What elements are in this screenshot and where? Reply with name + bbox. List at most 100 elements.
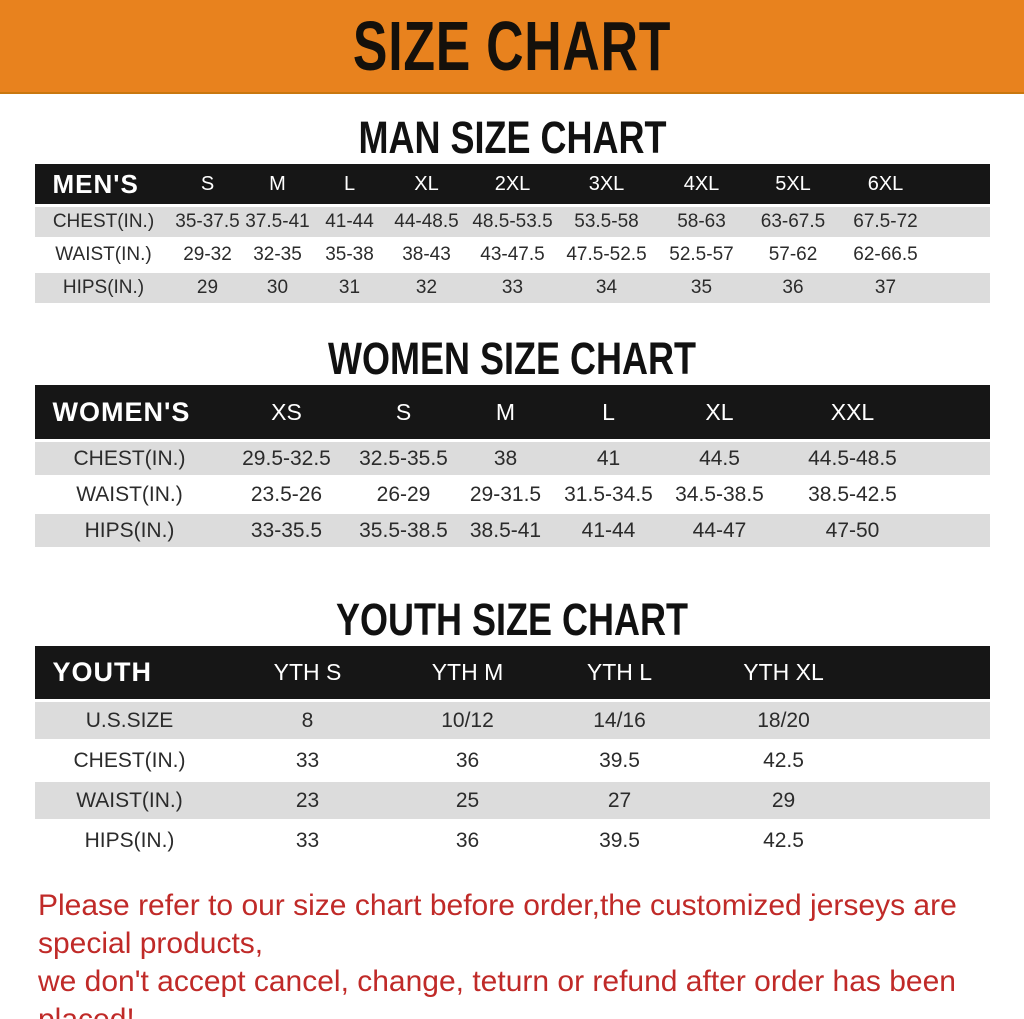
- measurement-label: WAIST(IN.): [34, 478, 225, 511]
- size-value: 63-67.5: [748, 207, 838, 237]
- size-value: 23: [224, 782, 391, 819]
- measurement-row: U.S.SIZE 8 10/12 14/16 18/20: [34, 702, 990, 739]
- size-column-header: M: [242, 164, 313, 204]
- size-value: 39.5: [544, 822, 695, 859]
- youth-section-title: YOUTH SIZE CHART: [0, 597, 1024, 643]
- size-value: 33: [224, 742, 391, 779]
- men-section-title: MAN SIZE CHART: [0, 115, 1024, 161]
- size-value: 35-38: [312, 240, 387, 270]
- size-value: 33: [224, 822, 391, 859]
- measurement-row: CHEST(IN.) 35-37.5 37.5-41 41-44 44-48.5 48.5…: [34, 207, 990, 237]
- size-value: 32: [386, 273, 467, 303]
- size-value: 25: [390, 782, 545, 819]
- row-filler: [933, 207, 990, 237]
- size-value: 33: [466, 273, 559, 303]
- size-value: 35: [654, 273, 749, 303]
- measurement-label: HIPS(IN.): [34, 822, 225, 859]
- row-filler: [872, 822, 990, 859]
- group-label: MEN'S: [34, 164, 173, 204]
- size-value: 18/20: [694, 702, 873, 739]
- men-size-table: MEN'S S M L XL 2XL 3XL 4XL 5XL 6XL CHEST(IN.) 35-37…: [34, 161, 990, 306]
- size-value: 58-63: [654, 207, 749, 237]
- measurement-label: HIPS(IN.): [34, 273, 173, 303]
- size-header-row: WOMEN'S XS S M L XL XXL: [34, 385, 990, 439]
- size-value: 29-32: [172, 240, 243, 270]
- size-value: 41-44: [312, 207, 387, 237]
- size-value: 29.5-32.5: [224, 442, 349, 475]
- size-value: 34.5-38.5: [664, 478, 775, 511]
- row-filler: [872, 782, 990, 819]
- size-value: 48.5-53.5: [466, 207, 559, 237]
- size-chart-banner: SIZE CHART: [0, 0, 1024, 94]
- row-filler: [933, 273, 990, 303]
- size-value: 37: [837, 273, 934, 303]
- youth-size-table: YOUTH YTH S YTH M YTH L YTH XL U.S.SIZE 8 10/12…: [34, 643, 990, 862]
- size-value: 42.5: [694, 742, 873, 779]
- size-column-header: YTH S: [224, 646, 391, 699]
- size-value: 14/16: [544, 702, 695, 739]
- size-value: 38.5-42.5: [774, 478, 931, 511]
- row-filler: [872, 742, 990, 779]
- size-value: 67.5-72: [837, 207, 934, 237]
- size-value: 27: [544, 782, 695, 819]
- size-value: 38-43: [386, 240, 467, 270]
- size-value: 53.5-58: [558, 207, 655, 237]
- measurement-row: HIPS(IN.) 33-35.5 35.5-38.5 38.5-41 41-44 44-…: [34, 514, 990, 547]
- size-value: 36: [390, 822, 545, 859]
- size-value: 33-35.5: [224, 514, 349, 547]
- row-filler: [872, 702, 990, 739]
- measurement-row: WAIST(IN.) 23.5-26 26-29 29-31.5 31.5-34.5 34…: [34, 478, 990, 511]
- size-value: 8: [224, 702, 391, 739]
- size-column-header: M: [458, 385, 553, 439]
- measurement-row: WAIST(IN.) 23 25 27 29: [34, 782, 990, 819]
- measurement-label: CHEST(IN.): [34, 442, 225, 475]
- size-value: 44.5-48.5: [774, 442, 931, 475]
- size-column-header: L: [552, 385, 665, 439]
- size-column-header: 2XL: [466, 164, 559, 204]
- measurement-label: HIPS(IN.): [34, 514, 225, 547]
- women-section-title-text: WOMEN SIZE CHART: [327, 333, 696, 384]
- size-value: 29-31.5: [458, 478, 553, 511]
- size-value: 39.5: [544, 742, 695, 779]
- header-filler: [930, 385, 990, 439]
- women-size-table: WOMEN'S XS S M L XL XXL CHEST(IN.) 29.5-32.5 32.5…: [34, 382, 990, 550]
- size-value: 62-66.5: [837, 240, 934, 270]
- measurement-row: HIPS(IN.) 29 30 31 32 33 34 35 36 37: [34, 273, 990, 303]
- size-column-header: XL: [664, 385, 775, 439]
- size-column-header: YTH XL: [694, 646, 873, 699]
- size-header-row: YOUTH YTH S YTH M YTH L YTH XL: [34, 646, 990, 699]
- size-column-header: S: [172, 164, 243, 204]
- men-section-title-text: MAN SIZE CHART: [357, 112, 666, 163]
- size-value: 23.5-26: [224, 478, 349, 511]
- size-value: 41: [552, 442, 665, 475]
- size-column-header: S: [348, 385, 459, 439]
- header-filler: [933, 164, 990, 204]
- measurement-label: WAIST(IN.): [34, 240, 173, 270]
- size-column-header: XXL: [774, 385, 931, 439]
- size-value: 36: [390, 742, 545, 779]
- row-filler: [930, 514, 990, 547]
- size-column-header: XL: [386, 164, 467, 204]
- group-label: WOMEN'S: [34, 385, 225, 439]
- size-value: 47.5-52.5: [558, 240, 655, 270]
- size-value: 38.5-41: [458, 514, 553, 547]
- size-value: 36: [748, 273, 838, 303]
- row-filler: [933, 240, 990, 270]
- size-column-header: 3XL: [558, 164, 655, 204]
- size-column-header: L: [312, 164, 387, 204]
- size-value: 57-62: [748, 240, 838, 270]
- size-value: 30: [242, 273, 313, 303]
- size-value: 44-48.5: [386, 207, 467, 237]
- size-column-header: YTH M: [390, 646, 545, 699]
- size-column-header: XS: [224, 385, 349, 439]
- measurement-label: CHEST(IN.): [34, 742, 225, 779]
- size-value: 32.5-35.5: [348, 442, 459, 475]
- measurement-row: WAIST(IN.) 29-32 32-35 35-38 38-43 43-47.5 47.…: [34, 240, 990, 270]
- women-section-title: WOMEN SIZE CHART: [0, 336, 1024, 382]
- size-value: 47-50: [774, 514, 931, 547]
- size-value: 32-35: [242, 240, 313, 270]
- measurement-label: WAIST(IN.): [34, 782, 225, 819]
- disclaimer-line-1: Please refer to our size chart before or…: [38, 889, 957, 960]
- size-column-header: 5XL: [748, 164, 838, 204]
- size-value: 43-47.5: [466, 240, 559, 270]
